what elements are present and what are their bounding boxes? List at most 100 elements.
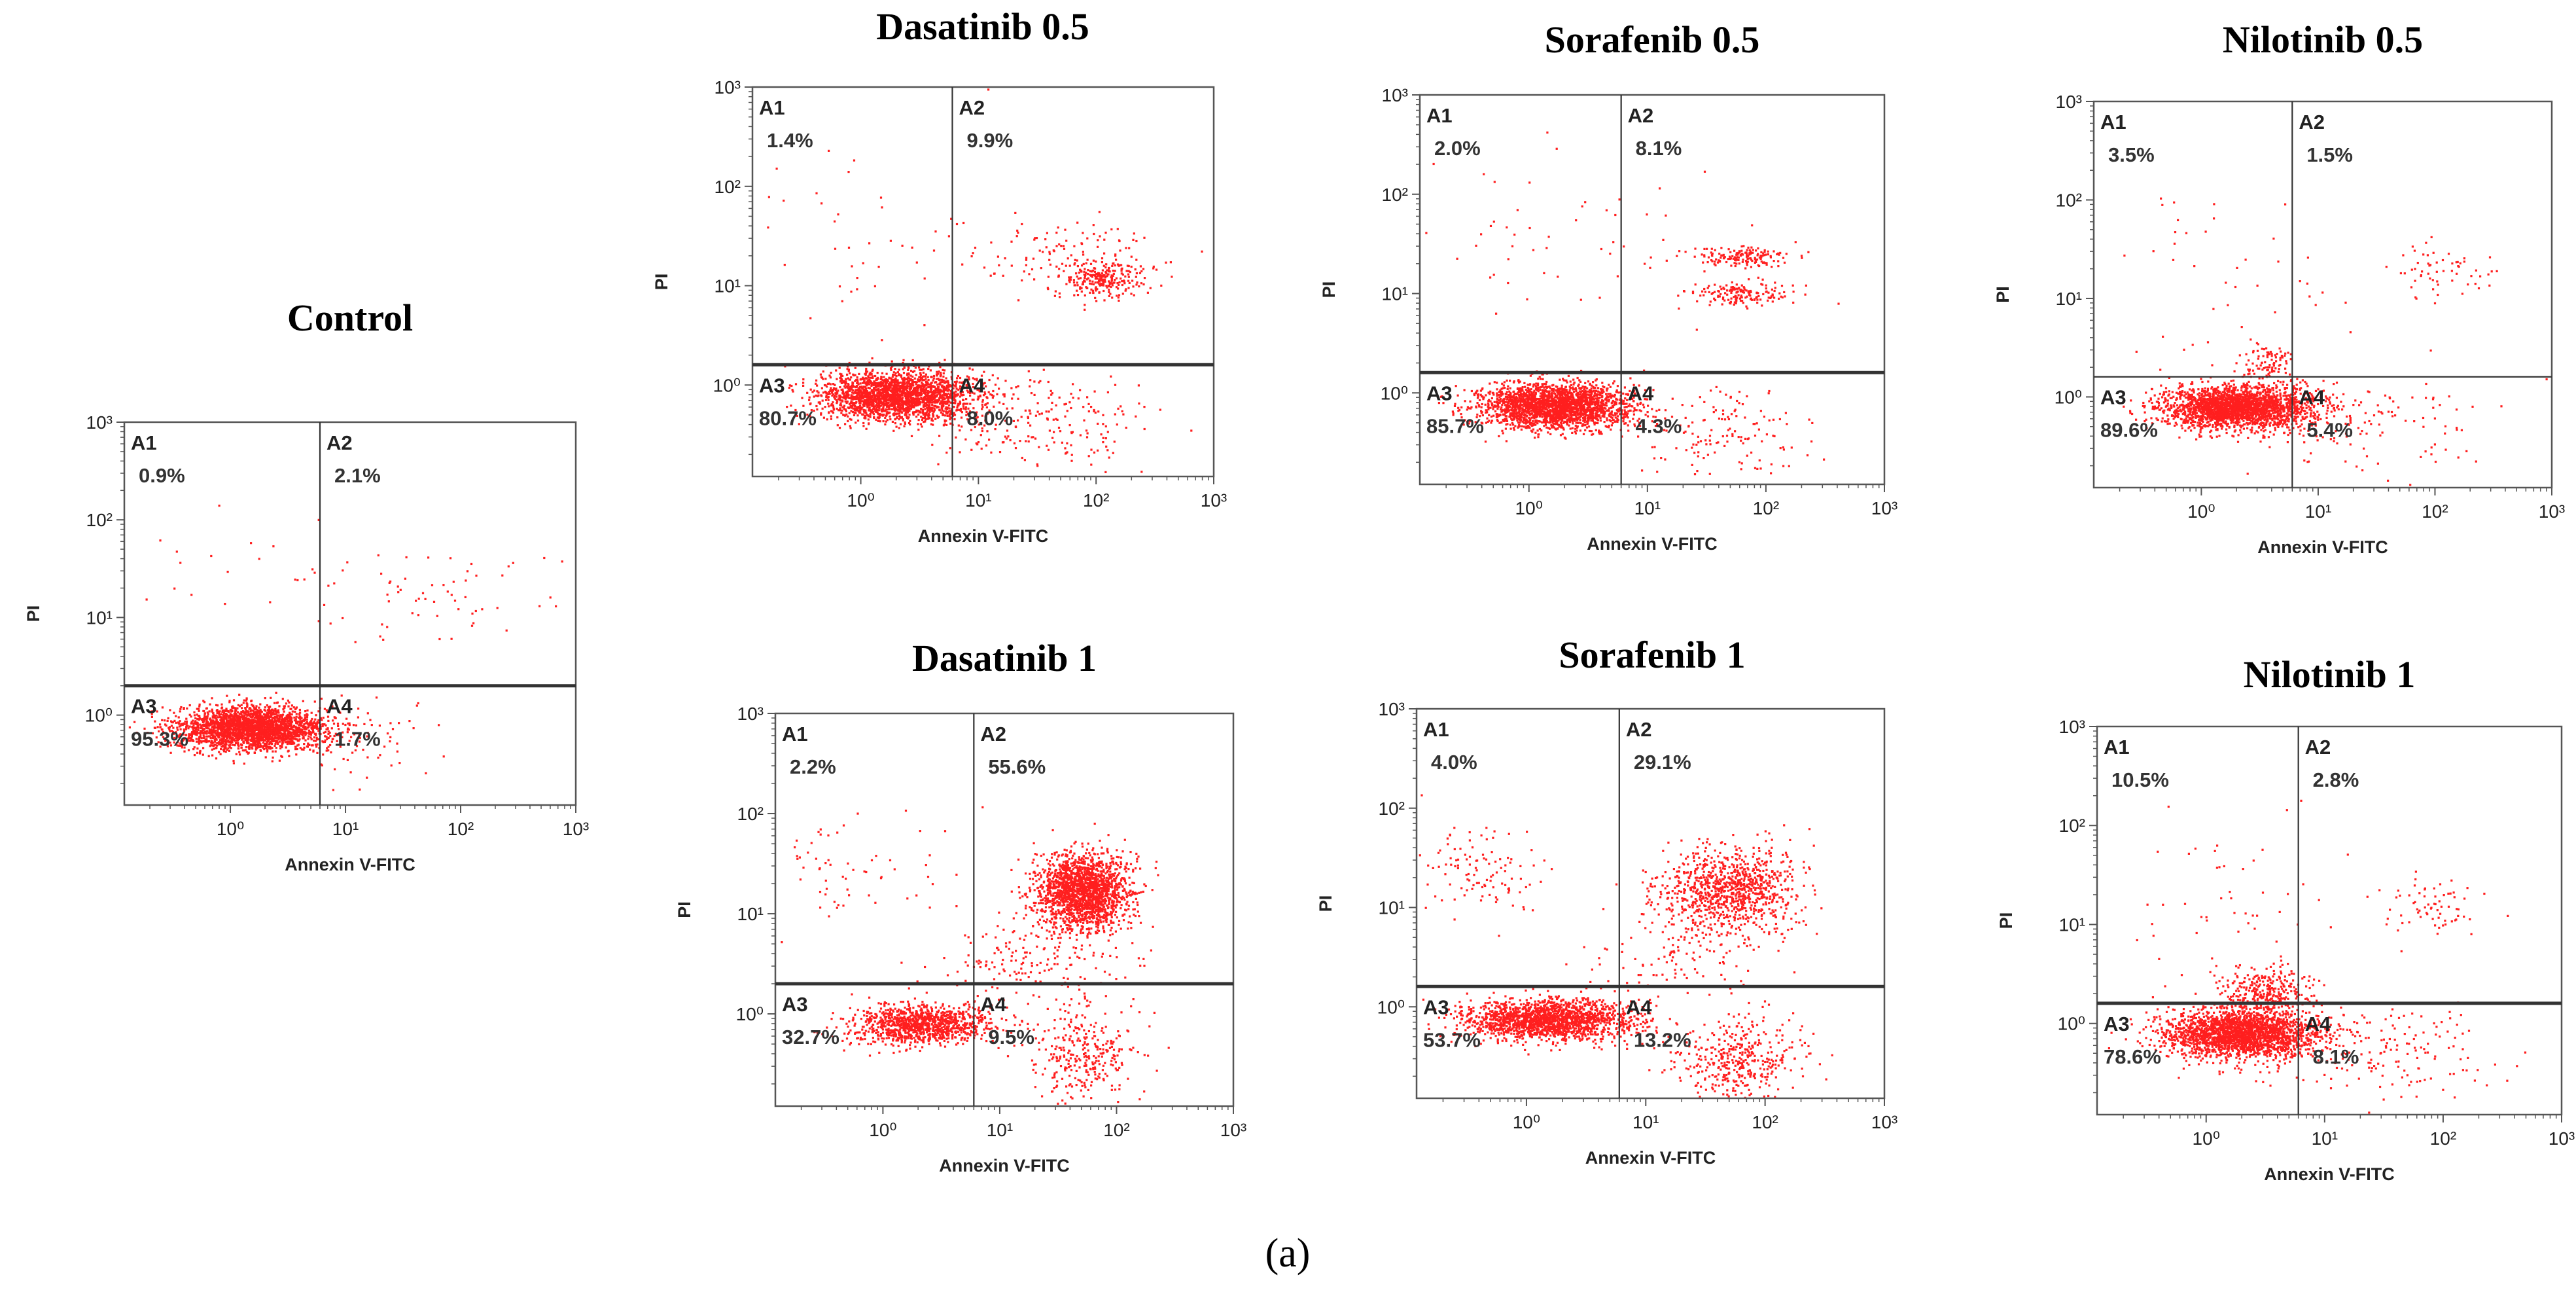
event-dot xyxy=(239,715,241,718)
event-dot xyxy=(359,788,361,791)
event-dot xyxy=(940,375,942,378)
event-dot xyxy=(258,725,260,728)
event-dot xyxy=(885,396,888,399)
event-dot xyxy=(221,711,224,713)
event-dot xyxy=(945,380,947,383)
event-dot xyxy=(308,722,311,725)
event-dot xyxy=(225,709,228,712)
event-dot xyxy=(279,745,281,747)
event-dot xyxy=(219,727,221,730)
event-dot xyxy=(194,717,197,720)
event-dot xyxy=(336,740,338,742)
event-dot xyxy=(193,732,196,735)
event-dot xyxy=(239,732,242,734)
event-dot xyxy=(180,740,183,743)
event-dot xyxy=(224,745,227,747)
event-dot xyxy=(902,410,905,412)
event-dot xyxy=(192,729,195,732)
event-dot xyxy=(847,406,849,409)
event-dot xyxy=(852,407,855,410)
event-dot xyxy=(366,756,369,759)
event-dot xyxy=(355,724,357,727)
event-dot xyxy=(936,384,939,386)
event-dot xyxy=(220,728,222,731)
event-dot xyxy=(882,401,885,404)
event-dot xyxy=(888,399,891,402)
event-dot xyxy=(880,400,883,403)
event-dot xyxy=(898,412,901,415)
event-dot xyxy=(872,413,875,416)
event-dot xyxy=(253,742,255,745)
event-dot xyxy=(928,403,931,406)
event-dot xyxy=(302,726,304,728)
event-dot xyxy=(328,731,331,734)
event-dot xyxy=(260,726,263,728)
event-dot xyxy=(211,729,214,732)
event-dot xyxy=(253,751,256,754)
event-dot xyxy=(825,395,828,398)
event-dot xyxy=(274,708,277,711)
event-dot xyxy=(856,408,858,410)
event-dot xyxy=(971,391,974,394)
event-dot xyxy=(264,709,267,712)
event-dot xyxy=(847,420,849,423)
event-dot xyxy=(192,724,195,727)
event-dot xyxy=(816,390,819,393)
event-dot xyxy=(869,393,872,396)
event-dot xyxy=(221,703,223,706)
event-dot xyxy=(893,404,896,406)
event-dot xyxy=(929,387,932,390)
event-dot xyxy=(408,720,411,723)
event-dot xyxy=(236,707,239,709)
event-dot xyxy=(919,403,921,406)
event-dot xyxy=(213,740,217,743)
event-dot xyxy=(194,727,196,730)
event-dot xyxy=(260,720,262,723)
event-dot xyxy=(203,701,206,704)
event-dot xyxy=(381,623,383,626)
event-dot xyxy=(979,395,981,398)
event-dot xyxy=(302,724,305,727)
event-dot xyxy=(347,722,349,725)
event-dot xyxy=(221,728,224,731)
event-dot xyxy=(181,746,183,749)
event-dot xyxy=(870,390,873,393)
event-dot xyxy=(211,697,213,700)
event-dot xyxy=(869,371,872,374)
event-dot xyxy=(198,709,200,712)
event-dot xyxy=(246,721,249,724)
event-dot xyxy=(386,593,389,596)
event-dot xyxy=(852,392,855,395)
event-dot xyxy=(940,402,943,404)
event-dot xyxy=(203,728,206,730)
event-dot xyxy=(224,750,227,753)
event-dot xyxy=(924,405,927,408)
event-dot xyxy=(239,726,242,728)
event-dot xyxy=(853,385,855,387)
event-dot xyxy=(864,387,867,389)
event-dot xyxy=(143,727,146,730)
event-dot xyxy=(885,401,888,403)
event-dot xyxy=(873,382,876,384)
event-dot xyxy=(325,709,328,711)
event-dot xyxy=(258,706,260,709)
event-dot xyxy=(855,386,857,389)
event-dot xyxy=(271,708,273,711)
event-dot xyxy=(884,397,887,399)
event-dot xyxy=(199,751,202,753)
event-dot xyxy=(884,395,887,398)
event-dot xyxy=(928,406,931,408)
event-dot xyxy=(968,391,972,395)
event-dot xyxy=(847,377,849,380)
event-dot xyxy=(830,415,832,418)
event-dot xyxy=(255,744,258,746)
event-dot xyxy=(987,391,990,393)
event-dot xyxy=(950,376,953,378)
event-dot xyxy=(301,733,304,736)
event-dot xyxy=(348,740,351,742)
event-dot xyxy=(840,374,843,377)
event-dot xyxy=(898,389,901,391)
event-dot xyxy=(175,731,177,734)
event-dot xyxy=(898,407,901,410)
event-dot xyxy=(230,722,232,725)
